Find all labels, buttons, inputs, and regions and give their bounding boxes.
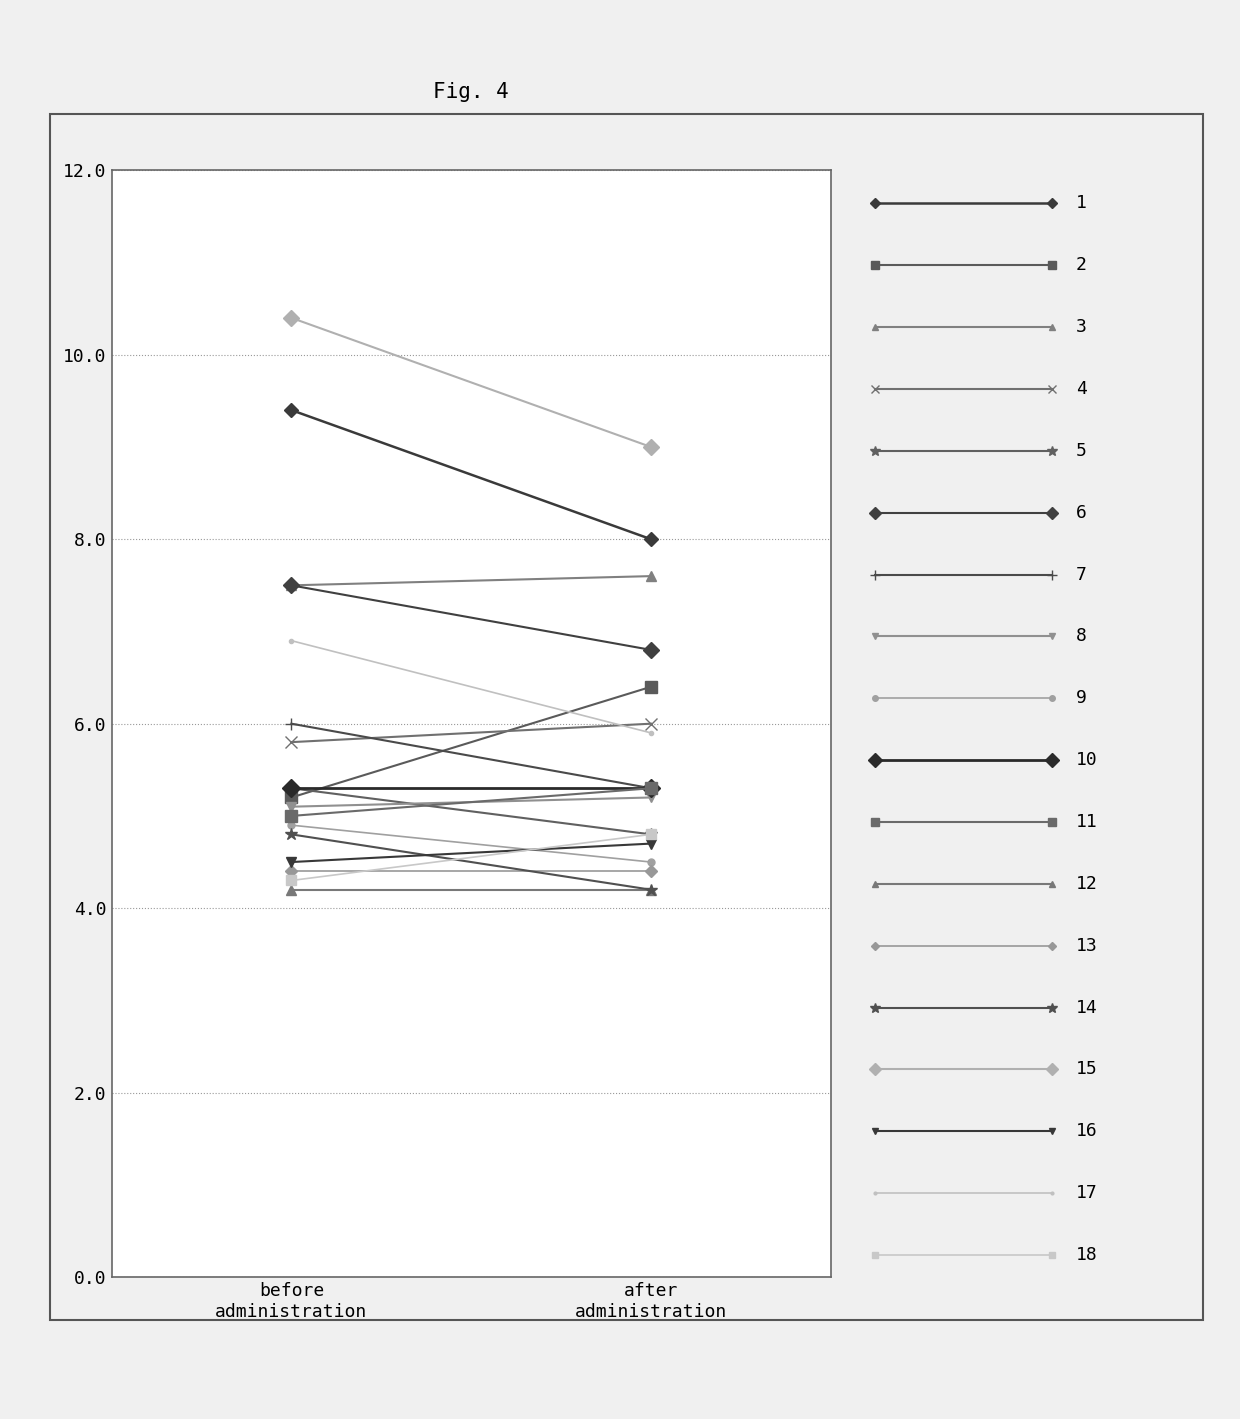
Text: 5: 5 [1075, 441, 1086, 460]
Text: 10: 10 [1075, 751, 1097, 769]
Text: 1: 1 [1075, 194, 1086, 213]
Text: 6: 6 [1075, 504, 1086, 522]
Text: 11: 11 [1075, 813, 1097, 832]
Text: 7: 7 [1075, 566, 1086, 583]
Text: 2: 2 [1075, 257, 1086, 274]
Text: 16: 16 [1075, 1122, 1097, 1141]
Text: 17: 17 [1075, 1183, 1097, 1202]
Text: 18: 18 [1075, 1246, 1097, 1264]
Text: 3: 3 [1075, 318, 1086, 336]
Text: 12: 12 [1075, 876, 1097, 893]
Text: 14: 14 [1075, 999, 1097, 1016]
Text: 15: 15 [1075, 1060, 1097, 1078]
Text: Fig. 4: Fig. 4 [433, 82, 510, 102]
Text: 4: 4 [1075, 380, 1086, 399]
Text: 13: 13 [1075, 937, 1097, 955]
Text: 9: 9 [1075, 690, 1086, 707]
Text: 8: 8 [1075, 627, 1086, 646]
